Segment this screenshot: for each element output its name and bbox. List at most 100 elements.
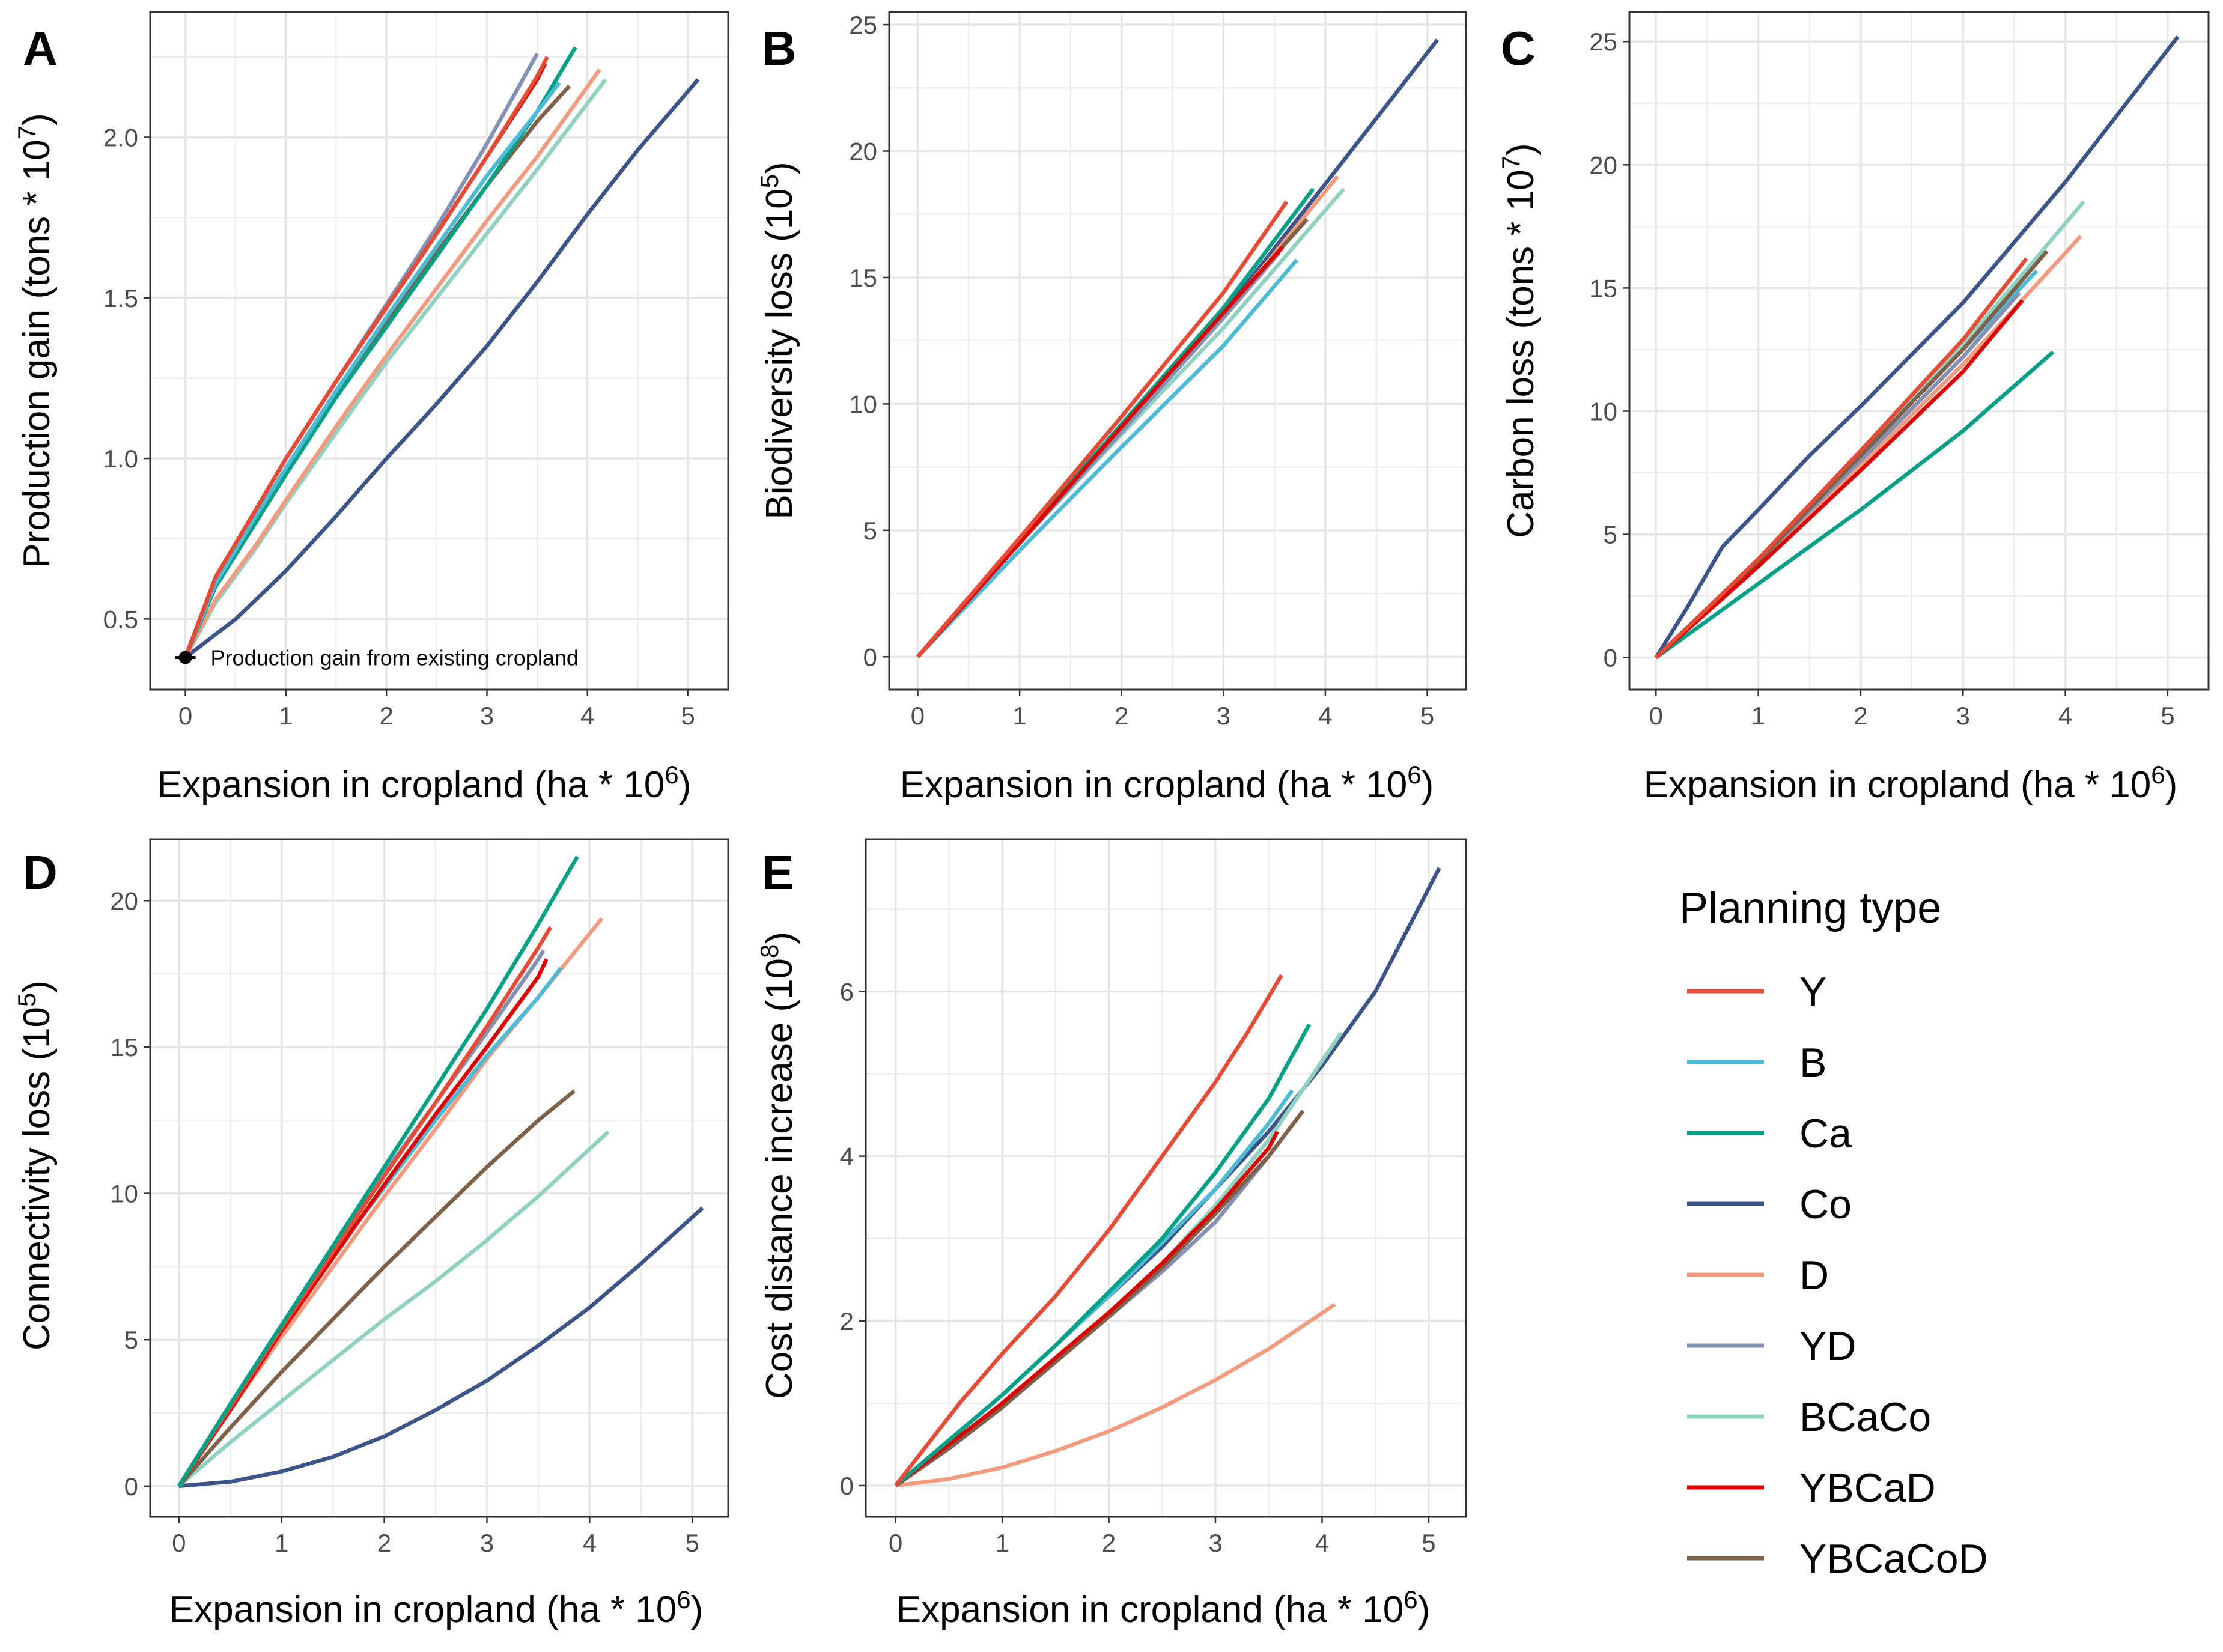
panel-b-x-tick-label: 5 bbox=[1420, 702, 1434, 730]
panel-a-annotation: Production gain from existing cropland bbox=[211, 646, 579, 670]
legend-label-ybcacod: YBCaCoD bbox=[1799, 1536, 1988, 1582]
panel-e-x-tick-label: 1 bbox=[995, 1529, 1009, 1557]
panel-e-x-tick-label: 0 bbox=[889, 1529, 902, 1557]
panel-b-plot-area: 0 1 2 3 4 5 0 5 10 15 20 25 bbox=[849, 11, 1467, 730]
panel-d-x-tick-label: 3 bbox=[480, 1529, 494, 1557]
panel-e-x-tick-label: 3 bbox=[1208, 1529, 1222, 1557]
panel-a-panel-border bbox=[149, 11, 729, 691]
panel-d-y-tick-label: 5 bbox=[124, 1326, 138, 1354]
panel-b-x-tick-label: 2 bbox=[1115, 702, 1128, 730]
panel-e-x-tick-label: 5 bbox=[1422, 1529, 1435, 1557]
panel-c-panel-border bbox=[1628, 11, 2210, 691]
panel-e-series-line-d bbox=[895, 1302, 1336, 1488]
panel-b-y-tick-label: 10 bbox=[849, 390, 877, 418]
panel-a-y-axis-label: Production gain (tons * 107) bbox=[13, 113, 58, 568]
panel-c-y-tick-label: 25 bbox=[1589, 28, 1617, 56]
panel-a-x-tick-label: 3 bbox=[480, 702, 494, 730]
panel-c-y-tick-label: 20 bbox=[1589, 151, 1617, 179]
legend-label-bcaco: BCaCo bbox=[1799, 1394, 1931, 1440]
panel-c-plot-area: 0 1 2 3 4 5 0 5 10 15 20 25 bbox=[1589, 11, 2210, 730]
panel-d-series-line-ca bbox=[177, 855, 579, 1487]
panel-b-y-tick-label: 25 bbox=[849, 11, 877, 39]
panel-b-series-line-y bbox=[916, 200, 1289, 658]
legend-label-ybcad: YBCaD bbox=[1799, 1465, 1936, 1511]
legend-label-co: Co bbox=[1799, 1182, 1852, 1227]
panel-e-series-line-y bbox=[894, 974, 1283, 1487]
panel-b-y-tick-label: 20 bbox=[849, 137, 877, 165]
panel-a-x-tick-label: 1 bbox=[279, 702, 293, 730]
panel-b-x-tick-label: 1 bbox=[1012, 702, 1026, 730]
panel-e: E 0 1 2 3 4 5 0 2 4 6 Expansion in cropland (ha *… bbox=[755, 838, 1467, 1631]
panel-c-y-tick-label: 10 bbox=[1589, 397, 1617, 425]
panel-e-y-tick-label: 2 bbox=[840, 1307, 854, 1335]
panel-c-x-tick-label: 1 bbox=[1751, 702, 1765, 730]
panel-d-series-line-ybcacod bbox=[177, 1089, 576, 1487]
panel-e-series-line-ybcad bbox=[894, 1131, 1279, 1487]
panel-c: C 0 1 2 3 4 5 0 5 10 15 20 25 Expansion in cropland… bbox=[1497, 11, 2210, 806]
panel-e-y-tick-label: 0 bbox=[840, 1472, 854, 1500]
panel-d-x-tick-label: 5 bbox=[686, 1529, 699, 1557]
panel-e-series-line-ca bbox=[894, 1023, 1312, 1487]
panel-d-y-tick-label: 15 bbox=[110, 1033, 138, 1061]
legend-label-ca: Ca bbox=[1799, 1111, 1852, 1156]
panel-a-letter: A bbox=[23, 22, 58, 75]
panel-c-series-line-ca bbox=[1655, 350, 2055, 660]
panel-a-y-tick-label: 1.0 bbox=[103, 445, 138, 473]
panel-a-x-tick-label: 5 bbox=[681, 702, 695, 730]
panel-d-panel-border bbox=[149, 838, 729, 1518]
panel-c-x-tick-label: 3 bbox=[1956, 702, 1970, 730]
panel-a-series-line-co bbox=[184, 78, 700, 660]
panel-b-x-tick-label: 4 bbox=[1318, 702, 1332, 730]
panel-d-y-tick-label: 10 bbox=[110, 1180, 138, 1208]
panel-a: A 0 1 2 3 4 5 0.5 1.0 1.5 2.0 Expansion in cropla… bbox=[13, 11, 729, 806]
panel-d-x-tick-label: 4 bbox=[583, 1529, 597, 1557]
panel-d-plot-background bbox=[150, 839, 728, 1517]
panel-a-series-line-b bbox=[183, 81, 561, 658]
panel-d: D 0 1 2 3 4 5 0 5 10 15 20 Expansion in cropland (… bbox=[13, 838, 729, 1630]
legend-title: Planning type bbox=[1679, 884, 1941, 932]
panel-a-series-line-y bbox=[183, 56, 549, 658]
panel-b-y-tick-label: 0 bbox=[863, 643, 877, 671]
panel-e-x-tick-label: 4 bbox=[1315, 1529, 1329, 1557]
legend-label-y: Y bbox=[1799, 969, 1826, 1015]
panel-a-series-line-ca bbox=[183, 46, 577, 658]
panel-c-series-line-y bbox=[1655, 257, 2028, 660]
panel-c-x-tick-label: 0 bbox=[1649, 702, 1663, 730]
panel-a-annotation-point bbox=[178, 651, 192, 664]
panel-d-y-axis-label: Connectivity loss (105) bbox=[13, 980, 58, 1350]
panel-b-letter: B bbox=[762, 22, 797, 75]
panel-c-x-tick-label: 4 bbox=[2058, 702, 2072, 730]
panel-d-x-tick-label: 2 bbox=[377, 1529, 391, 1557]
panel-d-x-tick-label: 0 bbox=[172, 1529, 186, 1557]
panel-c-x-axis-label: Expansion in cropland (ha * 106) bbox=[1644, 761, 2177, 806]
panel-d-x-tick-label: 1 bbox=[275, 1529, 288, 1557]
panel-e-x-axis-label: Expansion in cropland (ha * 106) bbox=[896, 1585, 1430, 1631]
panel-b-x-axis-label: Expansion in cropland (ha * 106) bbox=[900, 761, 1434, 806]
panel-c-y-axis-label: Carbon loss (tons * 107) bbox=[1497, 143, 1542, 538]
panel-c-series-line-ybcad bbox=[1655, 299, 2024, 660]
legend-label-yd: YD bbox=[1799, 1323, 1856, 1369]
panel-d-y-tick-label: 0 bbox=[124, 1472, 138, 1501]
panel-b-y-axis-label: Biodiversity loss (105) bbox=[755, 162, 801, 519]
panel-d-series-line-co bbox=[178, 1206, 704, 1489]
panel-a-plot-background bbox=[150, 12, 728, 690]
panel-a-x-axis-label: Expansion in cropland (ha * 106) bbox=[157, 761, 691, 806]
panel-c-y-tick-label: 0 bbox=[1604, 644, 1617, 672]
panel-d-y-tick-label: 20 bbox=[110, 887, 138, 915]
panel-a-y-tick-label: 0.5 bbox=[103, 605, 138, 633]
panel-e-letter: E bbox=[762, 846, 794, 899]
panel-c-plot-background bbox=[1629, 12, 2209, 690]
panel-e-x-tick-label: 2 bbox=[1102, 1529, 1116, 1557]
panel-c-series-line-co bbox=[1654, 35, 2180, 659]
panel-b-x-tick-label: 3 bbox=[1217, 702, 1230, 730]
panel-c-y-tick-label: 5 bbox=[1604, 521, 1617, 549]
panel-e-y-tick-label: 4 bbox=[840, 1143, 854, 1171]
panel-b-series-line-ybcad bbox=[916, 246, 1285, 658]
panel-c-letter: C bbox=[1501, 22, 1536, 75]
panel-e-series-line-ybcacod bbox=[894, 1110, 1305, 1487]
legend-label-d: D bbox=[1799, 1253, 1829, 1298]
panel-e-panel-border bbox=[865, 838, 1467, 1518]
panel-b-series-line-b bbox=[916, 258, 1298, 658]
